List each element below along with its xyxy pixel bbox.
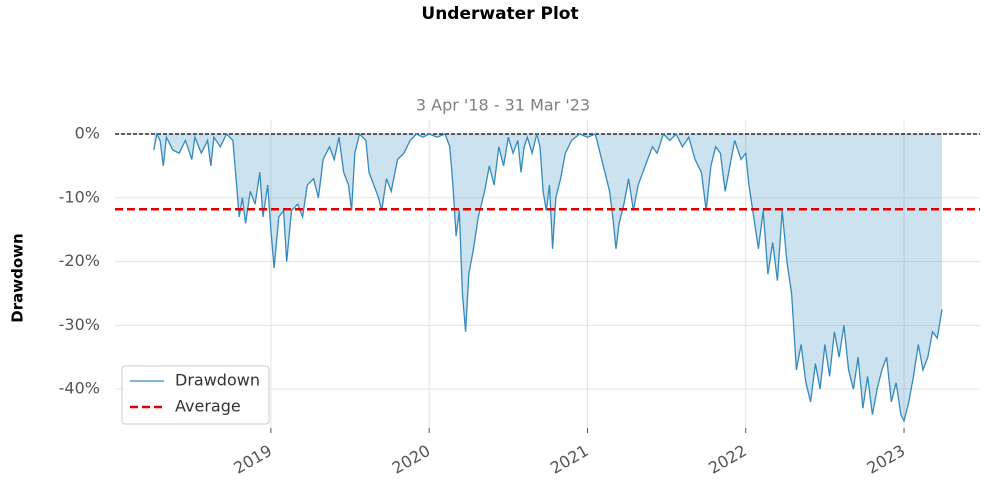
y-tick-label: -10%: [59, 187, 100, 206]
y-tick-label: -20%: [59, 251, 100, 270]
x-tick-label: 2020: [389, 441, 434, 478]
x-tick-label: 2021: [547, 441, 592, 478]
y-axis-label: Drawdown: [9, 233, 27, 322]
chart-title: Underwater Plot: [421, 4, 578, 24]
drawdown-area: [153, 134, 943, 421]
y-tick-label: -30%: [59, 315, 100, 334]
chart-subtitle: 3 Apr '18 - 31 Mar '23: [416, 96, 590, 115]
y-tick-label: -40%: [59, 379, 100, 398]
legend-label: Average: [175, 397, 241, 416]
x-tick-label: 2023: [864, 441, 909, 478]
x-tick-label: 2019: [230, 441, 275, 478]
legend-label: Drawdown: [175, 371, 260, 390]
y-tick-label: 0%: [75, 124, 100, 143]
x-tick-label: 2022: [705, 441, 750, 478]
drawdown-line: [153, 131, 943, 423]
